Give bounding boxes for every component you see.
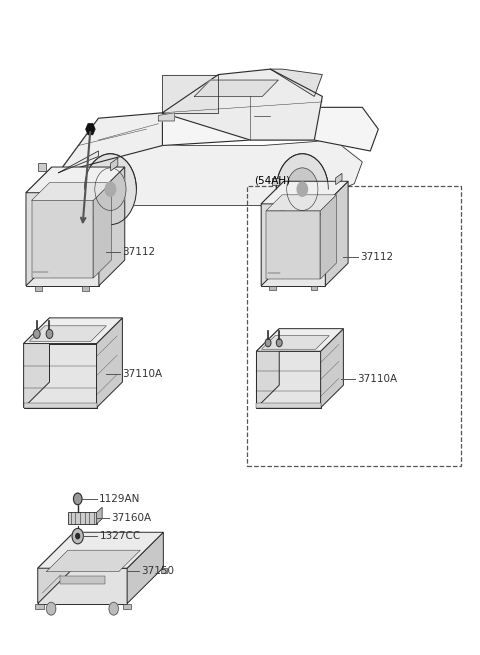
Polygon shape (24, 318, 122, 343)
Polygon shape (321, 329, 343, 407)
Polygon shape (99, 167, 125, 286)
Polygon shape (311, 286, 317, 290)
Text: 37112: 37112 (122, 248, 156, 257)
Polygon shape (325, 181, 348, 286)
Polygon shape (29, 326, 107, 341)
Polygon shape (93, 183, 111, 278)
Polygon shape (62, 140, 362, 206)
Text: 37160A: 37160A (111, 513, 152, 523)
Polygon shape (110, 158, 118, 171)
Polygon shape (194, 80, 278, 96)
Polygon shape (123, 603, 131, 608)
Polygon shape (256, 329, 279, 407)
Polygon shape (32, 200, 93, 278)
Polygon shape (256, 351, 321, 407)
Text: (54AH): (54AH) (254, 175, 290, 185)
Polygon shape (158, 113, 174, 121)
Polygon shape (59, 107, 378, 173)
Polygon shape (261, 204, 325, 286)
Polygon shape (161, 568, 167, 572)
Polygon shape (32, 183, 111, 200)
Polygon shape (38, 533, 74, 603)
Circle shape (95, 168, 126, 210)
Polygon shape (38, 533, 163, 568)
Polygon shape (26, 167, 52, 286)
Polygon shape (266, 195, 336, 211)
Text: 37110A: 37110A (122, 369, 163, 379)
Circle shape (265, 339, 271, 346)
Polygon shape (36, 286, 42, 291)
Polygon shape (96, 318, 122, 407)
Polygon shape (261, 181, 284, 286)
Circle shape (276, 154, 328, 225)
Text: 1129AN: 1129AN (99, 494, 140, 504)
Polygon shape (24, 318, 49, 407)
Polygon shape (270, 69, 322, 96)
Polygon shape (127, 533, 163, 603)
Text: 37150: 37150 (141, 567, 174, 576)
Polygon shape (262, 335, 329, 349)
Polygon shape (272, 178, 279, 185)
Polygon shape (26, 193, 99, 286)
Circle shape (297, 182, 308, 196)
Polygon shape (85, 124, 95, 135)
Polygon shape (38, 163, 46, 171)
Polygon shape (266, 211, 320, 279)
Circle shape (72, 529, 84, 544)
Polygon shape (162, 75, 218, 113)
Circle shape (47, 602, 56, 615)
Circle shape (73, 493, 82, 504)
Text: 37112: 37112 (360, 252, 393, 262)
Circle shape (76, 534, 80, 538)
Circle shape (105, 182, 116, 196)
Polygon shape (24, 403, 96, 407)
Polygon shape (26, 167, 125, 193)
Polygon shape (24, 343, 96, 407)
Polygon shape (68, 512, 96, 524)
Polygon shape (256, 403, 321, 407)
Circle shape (109, 602, 119, 615)
Polygon shape (162, 69, 322, 140)
Polygon shape (36, 603, 44, 608)
Circle shape (34, 329, 40, 339)
Circle shape (287, 168, 318, 210)
Polygon shape (38, 568, 127, 603)
Text: 37110A: 37110A (358, 374, 398, 384)
Polygon shape (320, 195, 336, 279)
Circle shape (46, 329, 53, 339)
Polygon shape (60, 576, 105, 584)
Polygon shape (336, 174, 342, 185)
Polygon shape (269, 286, 276, 290)
Polygon shape (46, 550, 140, 572)
Text: 1327CC: 1327CC (99, 531, 141, 541)
Circle shape (84, 154, 136, 225)
Polygon shape (261, 181, 348, 204)
Polygon shape (59, 151, 98, 173)
Circle shape (276, 339, 282, 346)
Polygon shape (59, 113, 162, 173)
Polygon shape (96, 507, 102, 524)
Polygon shape (83, 286, 89, 291)
Polygon shape (256, 329, 343, 351)
